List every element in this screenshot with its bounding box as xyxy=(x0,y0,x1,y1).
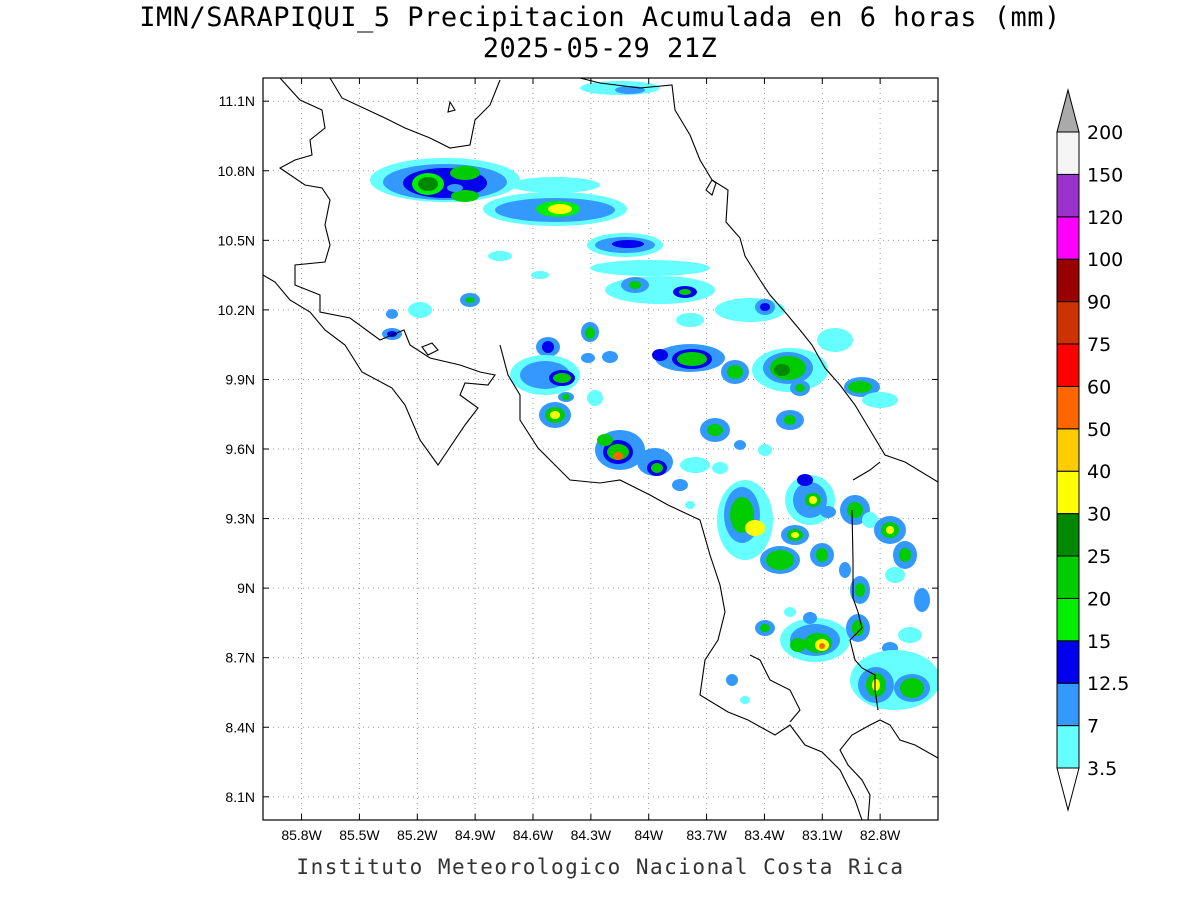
coastline xyxy=(263,78,938,820)
colorbar-band xyxy=(1056,555,1080,599)
y-axis: 11.1N 10.8N 10.5N 10.2N 9.9N 9.6N 9.3N 9N 8.7N 8.… xyxy=(218,93,938,805)
precip-cluster-central xyxy=(382,276,898,430)
x-tick-label: 84.6W xyxy=(513,827,554,843)
x-tick-label: 83.7W xyxy=(686,827,727,843)
x-tick-label: 82.8W xyxy=(860,827,901,843)
colorbar-band xyxy=(1056,725,1080,769)
x-tick-label: 84.3W xyxy=(571,827,612,843)
colorbar-band xyxy=(1056,216,1080,260)
colorbar-min-arrow xyxy=(1056,767,1080,812)
colorbar-band xyxy=(1056,131,1080,175)
colorbar-band xyxy=(1056,258,1080,303)
colorbar-band xyxy=(1056,428,1080,472)
colorbar-label: 7 xyxy=(1087,716,1099,738)
colorbar-label: 90 xyxy=(1087,292,1111,314)
x-tick-label: 84.9W xyxy=(455,827,496,843)
colorbar-band xyxy=(1056,513,1080,557)
colorbar-label: 50 xyxy=(1087,419,1111,441)
y-tick-label: 9.6N xyxy=(225,441,255,457)
colorbar: 3.5 7 12.5 15 20 25 30 40 50 60 75 90 100 120 150 200 xyxy=(1056,88,1129,812)
x-tick-label: 85.8W xyxy=(281,827,322,843)
chart-subtitle: 2025-05-29 21Z xyxy=(482,33,718,64)
colorbar-label: 120 xyxy=(1087,207,1123,229)
y-tick-label: 10.2N xyxy=(218,302,255,318)
x-tick-label: 83.1W xyxy=(802,827,843,843)
colorbar-label: 12.5 xyxy=(1087,673,1129,695)
x-tick-label: 84W xyxy=(634,827,664,843)
colorbar-label: 100 xyxy=(1087,249,1123,271)
precip-cluster-south xyxy=(595,418,938,710)
chart-title: IMN/SARAPIQUI_5 Precipitacion Acumulada … xyxy=(139,2,1061,33)
precip-cluster-northwest xyxy=(370,81,710,279)
precipitation-field xyxy=(370,81,938,710)
colorbar-band xyxy=(1056,640,1080,684)
colorbar-label: 40 xyxy=(1087,461,1111,483)
y-tick-label: 10.5N xyxy=(218,232,255,248)
x-tick-label: 85.2W xyxy=(397,827,438,843)
y-tick-label: 8.1N xyxy=(225,789,255,805)
colorbar-max-arrow xyxy=(1056,88,1080,133)
x-axis: 85.8W 85.5W 85.2W 84.9W 84.6W 84.3W 84W 83.7W 83… xyxy=(281,78,901,843)
colorbar-label: 75 xyxy=(1087,334,1111,356)
y-tick-label: 11.1N xyxy=(219,93,255,109)
colorbar-band xyxy=(1056,173,1080,218)
x-tick-label: 83.4W xyxy=(744,827,785,843)
colorbar-band xyxy=(1056,470,1080,515)
colorbar-label: 20 xyxy=(1087,588,1111,610)
colorbar-label: 60 xyxy=(1087,376,1111,398)
colorbar-band xyxy=(1056,385,1080,430)
colorbar-label: 30 xyxy=(1087,504,1111,526)
colorbar-label: 150 xyxy=(1087,164,1123,186)
colorbar-band xyxy=(1056,682,1080,727)
colorbar-label: 3.5 xyxy=(1087,758,1117,780)
y-tick-label: 9N xyxy=(237,580,255,596)
y-tick-label: 8.7N xyxy=(225,650,255,666)
colorbar-label: 15 xyxy=(1087,631,1111,653)
colorbar-band xyxy=(1056,301,1080,345)
colorbar-label: 25 xyxy=(1087,546,1111,568)
colorbar-label: 200 xyxy=(1087,122,1123,144)
y-tick-label: 10.8N xyxy=(218,163,255,179)
y-tick-label: 9.3N xyxy=(225,511,255,527)
y-tick-label: 9.9N xyxy=(225,371,255,387)
colorbar-band xyxy=(1056,343,1080,387)
footer-credit: Instituto Meteorologico Nacional Costa R… xyxy=(296,855,905,879)
x-tick-label: 85.5W xyxy=(339,827,380,843)
colorbar-band xyxy=(1056,597,1080,642)
y-tick-label: 8.4N xyxy=(225,719,255,735)
